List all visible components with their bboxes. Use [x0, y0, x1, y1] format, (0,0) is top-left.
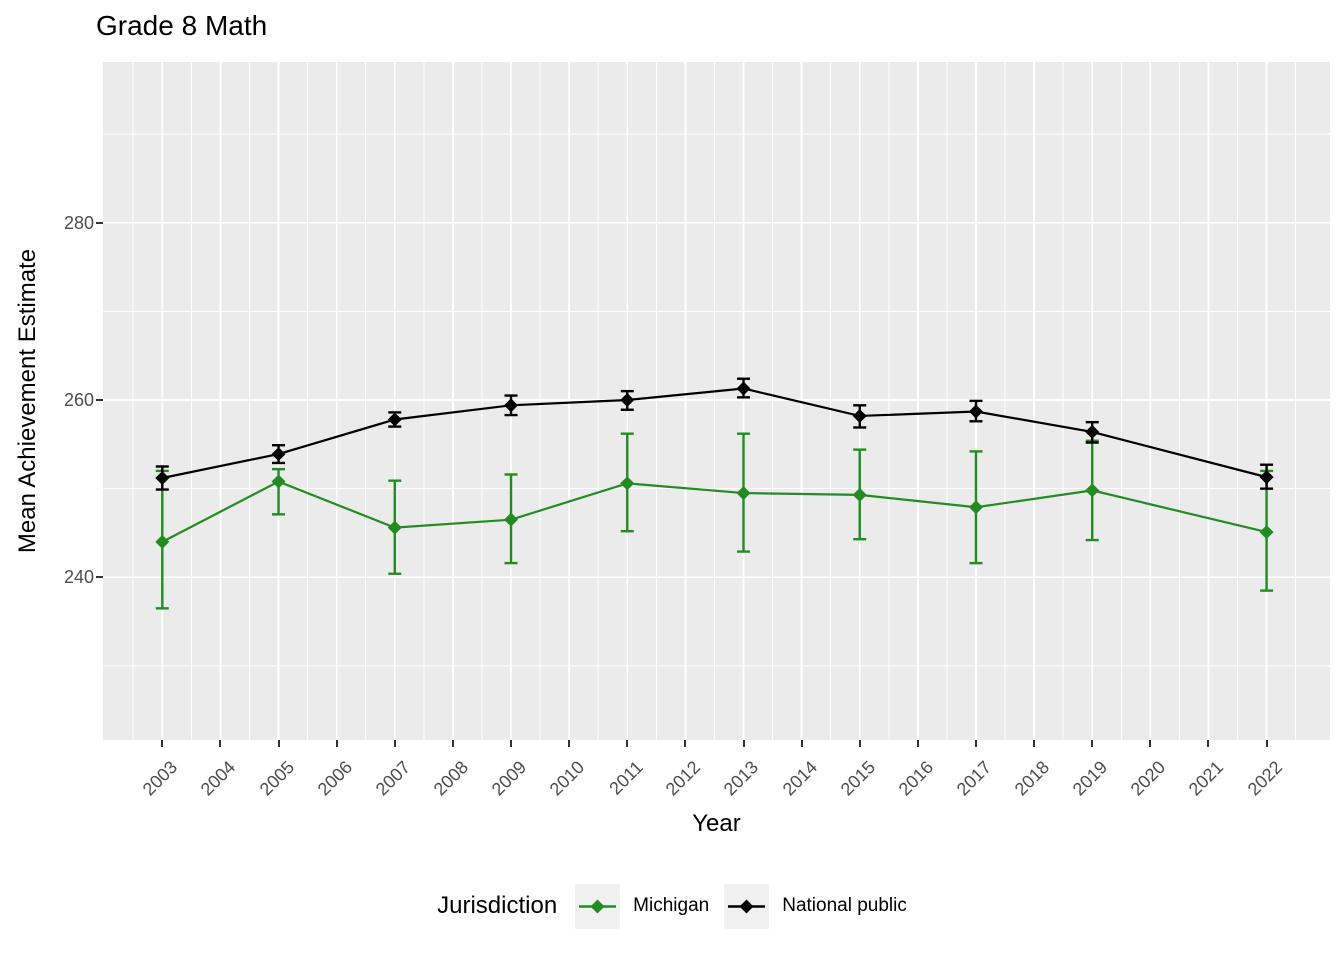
data-point-2005: [271, 447, 286, 462]
x-tick-label: 2010: [545, 757, 589, 800]
x-tick-mark: [510, 740, 513, 747]
legend-entry-label: National public: [782, 895, 907, 916]
data-point-2003: [155, 534, 170, 549]
x-tick-label: 2006: [313, 757, 356, 800]
data-point-2019: [1085, 424, 1100, 439]
x-tick-mark: [858, 740, 861, 747]
x-tick-mark: [219, 740, 222, 747]
legend-entry-michigan: Michigan: [575, 883, 710, 929]
x-tick-mark: [1149, 740, 1152, 747]
data-point-2017: [968, 500, 983, 515]
x-tick-label: 2021: [1185, 757, 1228, 800]
x-tick-label: 2009: [487, 757, 531, 800]
x-tick-mark: [742, 740, 745, 747]
legend-title: Jurisdiction: [437, 892, 558, 919]
x-tick-label: 2019: [1068, 757, 1112, 800]
x-tick-label: 2012: [662, 757, 705, 800]
chart-canvas: [103, 62, 1330, 740]
x-tick-mark: [1091, 740, 1094, 747]
data-point-2013: [736, 381, 751, 396]
x-tick-label: 2003: [138, 757, 182, 800]
data-point-2007: [387, 412, 402, 427]
legend: Jurisdiction Michigan National public: [0, 880, 1344, 932]
x-tick-label: 2022: [1243, 757, 1286, 800]
series-national-public: [155, 377, 1274, 491]
x-tick-mark: [393, 740, 396, 747]
x-tick-mark: [684, 740, 687, 747]
x-tick-label: 2004: [197, 757, 240, 800]
x-tick-label: 2016: [894, 757, 938, 800]
gridlines: [103, 62, 1330, 740]
x-tick-mark: [277, 740, 280, 747]
x-tick-label: 2017: [952, 757, 996, 800]
x-tick-mark: [1207, 740, 1210, 747]
data-point-2017: [968, 404, 983, 419]
y-tick-mark: [96, 221, 103, 224]
x-tick-label: 2015: [836, 757, 879, 800]
data-point-2022: [1259, 470, 1274, 485]
x-tick-label: 2005: [255, 757, 298, 800]
x-tick-mark: [161, 740, 164, 747]
y-tick-label: 280: [63, 212, 94, 233]
x-tick-mark: [568, 740, 571, 747]
series-line: [161, 480, 1267, 543]
legend-entry-label: Michigan: [633, 895, 710, 916]
y-tick-label: 260: [63, 390, 94, 410]
data-point-2022: [1259, 525, 1274, 540]
x-tick-label: 2008: [429, 757, 473, 800]
x-tick-mark: [626, 740, 629, 747]
legend-entries: Michigan National public: [575, 883, 907, 929]
x-tick-mark: [1265, 740, 1268, 747]
x-tick-mark: [916, 740, 919, 747]
legend-key-icon: [724, 883, 770, 929]
x-tick-mark: [974, 740, 977, 747]
data-point-2011: [620, 476, 635, 491]
data-point-2015: [852, 408, 867, 423]
y-tick-label: 240: [63, 567, 94, 588]
data-point-2009: [504, 512, 519, 527]
y-tick-mark: [96, 576, 103, 579]
x-tick-label: 2018: [1010, 757, 1054, 800]
data-point-2003: [155, 471, 170, 486]
x-tick-label: 2020: [1127, 757, 1170, 800]
x-tick-label: 2007: [371, 757, 414, 800]
x-tick-label: 2011: [604, 757, 647, 799]
x-tick-mark: [451, 740, 454, 747]
series-line: [162, 387, 1267, 480]
plot-panel: [103, 62, 1330, 740]
x-tick-label: 2014: [778, 757, 821, 800]
x-tick-mark: [800, 740, 803, 747]
data-point-2011: [620, 393, 635, 407]
legend-entry-national-public: National public: [724, 883, 907, 929]
data-point-2005: [271, 474, 286, 489]
data-point-2015: [852, 487, 867, 502]
legend-key-icon: [575, 883, 621, 929]
data-point-2007: [387, 520, 402, 535]
y-tick-mark: [96, 399, 103, 401]
data-point-2013: [736, 486, 751, 501]
data-point-2019: [1085, 483, 1100, 498]
x-tick-mark: [1033, 740, 1036, 747]
data-point-2009: [504, 398, 519, 413]
plot-title: Grade 8 Math: [96, 10, 268, 41]
series-michigan: [155, 432, 1274, 610]
x-tick-label: 2013: [720, 757, 763, 800]
x-axis-title: Year: [692, 810, 741, 837]
x-tick-mark: [335, 740, 338, 747]
